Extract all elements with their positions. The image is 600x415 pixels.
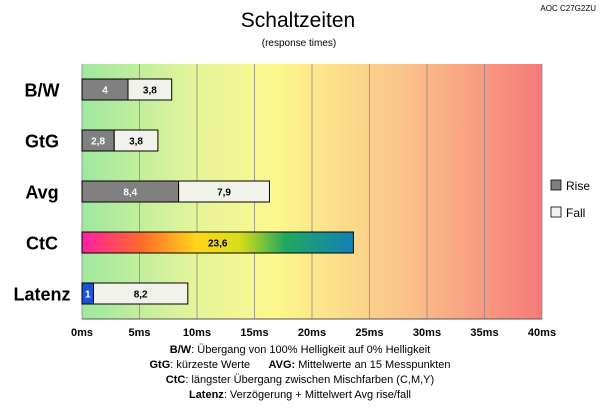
data-label-rise: 4 <box>102 86 108 97</box>
x-tick-label: 40ms <box>528 327 556 339</box>
x-tick-label: 0ms <box>71 327 93 339</box>
footnote-avg-text: Mittelwerte an 15 Messpunkten <box>295 359 451 371</box>
legend-label-fall: Fall <box>566 206 585 220</box>
category-label: Avg <box>25 183 58 203</box>
footnote-bw-key: B/W <box>169 344 192 356</box>
category-label: B/W <box>25 81 60 101</box>
bar-rise-ctc <box>81 231 354 254</box>
x-tick-label: 10ms <box>183 327 211 339</box>
category-labels: B/W GtG Avg CtC Latenz <box>13 81 70 305</box>
data-label-rise: 1 <box>85 290 91 301</box>
footnote-gtg-avg: GtG: kürzeste Werte AVG: Mittelwerte an … <box>0 358 600 373</box>
bar-fall-gtg <box>113 129 159 152</box>
x-tick-label: 20ms <box>298 327 326 339</box>
data-label-rise: 2,8 <box>91 137 105 148</box>
footnote-avg-key: AVG: <box>268 359 296 371</box>
x-tick-label: 30ms <box>413 327 441 339</box>
bar-fall-latenz <box>93 282 189 305</box>
monitor-label: AOC C27G2ZU <box>540 4 596 13</box>
footnote-latenz-text: : Verzögerung + Mittelwert Avg rise/fall <box>223 389 412 401</box>
x-tick-label: 5ms <box>128 327 150 339</box>
x-tick-label: 25ms <box>355 327 383 339</box>
footnote-bw-text: : Übergang von 100% Helligkeit auf 0% He… <box>191 344 431 356</box>
x-tick-label: 35ms <box>470 327 498 339</box>
data-label-rise: 23,6 <box>208 239 228 250</box>
category-label: Latenz <box>13 285 70 305</box>
data-label-fall: 3,8 <box>143 86 157 97</box>
footnote-latenz-key: Latenz <box>188 389 224 401</box>
bars: 4 3,8 2,8 3,8 8,4 7,9 23,6 1 8,2 <box>81 78 354 305</box>
legend-swatch-fall <box>550 206 562 218</box>
chart-title: Schaltzeiten <box>241 9 355 32</box>
footnote-bw: B/W: Übergang von 100% Helligkeit auf 0%… <box>0 343 600 358</box>
legend: Rise Fall <box>550 179 590 220</box>
category-label: GtG <box>25 132 59 152</box>
footnote-latenz: Latenz: Verzögerung + Mittelwert Avg ris… <box>0 388 600 403</box>
chart-subtitle: (response times) <box>262 38 336 49</box>
data-label-rise: 8,4 <box>123 188 137 199</box>
data-label-fall: 7,9 <box>217 188 231 199</box>
data-label-fall: 3,8 <box>129 137 143 148</box>
footnote-gtg-text: : kürzeste Werte <box>170 359 251 371</box>
legend-swatch-rise <box>550 179 562 191</box>
footnote-ctc: CtC: längster Übergang zwischen Mischfar… <box>0 373 600 388</box>
x-tick-label: 15ms <box>240 327 268 339</box>
footnotes: B/W: Übergang von 100% Helligkeit auf 0%… <box>0 343 600 403</box>
footnote-gtg-key: GtG <box>149 359 171 371</box>
footnote-ctc-text: : längster Übergang zwischen Mischfarben… <box>185 374 435 386</box>
x-tick-labels: 0ms 5ms 10ms 15ms 20ms 25ms 30ms 35ms 40ms <box>71 327 556 339</box>
data-label-fall: 8,2 <box>134 290 148 301</box>
bar-fall-bw <box>127 78 173 101</box>
category-label: CtC <box>26 234 58 254</box>
bar-fall-avg <box>178 180 270 203</box>
footnote-ctc-key: CtC <box>165 374 186 386</box>
response-time-chart: AOC C27G2ZU Schaltzeiten (response times… <box>13 4 596 339</box>
legend-label-rise: Rise <box>566 179 590 193</box>
